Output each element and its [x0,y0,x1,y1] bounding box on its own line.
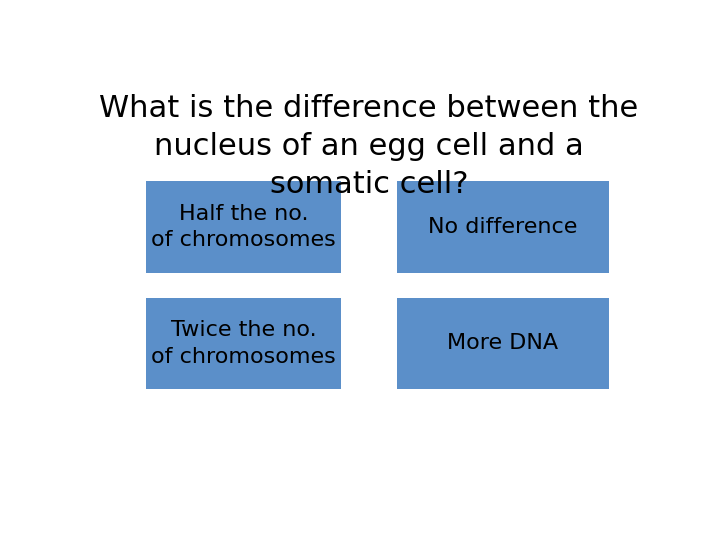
Text: Half the no.
of chromosomes: Half the no. of chromosomes [151,204,336,250]
Text: Twice the no.
of chromosomes: Twice the no. of chromosomes [151,320,336,367]
Text: More DNA: More DNA [447,333,559,353]
FancyBboxPatch shape [145,181,341,273]
Text: No difference: No difference [428,217,577,237]
FancyBboxPatch shape [145,298,341,389]
FancyBboxPatch shape [397,181,609,273]
Text: What is the difference between the
nucleus of an egg cell and a
somatic cell?: What is the difference between the nucle… [99,94,639,199]
FancyBboxPatch shape [397,298,609,389]
